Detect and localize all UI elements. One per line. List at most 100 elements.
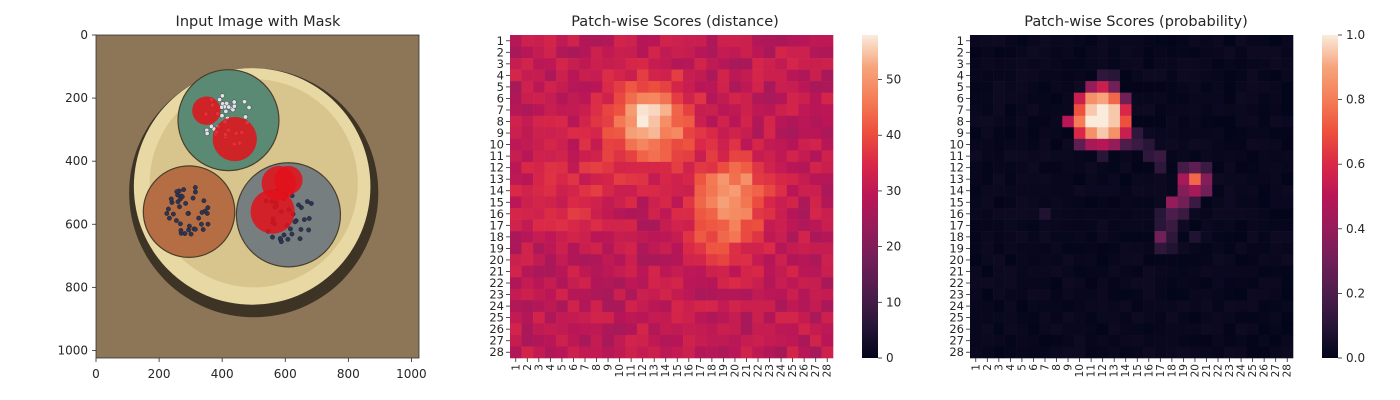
colorbar-tick-label: 0.4	[1346, 222, 1365, 236]
heatmap-cell	[579, 104, 592, 117]
heatmap-cell	[1062, 138, 1075, 151]
heatmap-cell	[544, 323, 557, 336]
heatmap-cell	[602, 323, 615, 336]
heatmap-cell	[1119, 46, 1132, 59]
heatmap-cell	[544, 127, 557, 140]
heatmap-cell	[740, 300, 753, 313]
heatmap-cell	[1223, 150, 1236, 163]
heatmap-cell	[579, 196, 592, 209]
heatmap-cell	[1235, 277, 1248, 290]
heatmap-cell	[659, 35, 672, 47]
heatmap-cell	[567, 254, 580, 267]
heatmap-cell	[636, 138, 649, 151]
heatmap-cell	[717, 277, 730, 290]
heatmap-cell	[1096, 115, 1109, 128]
heatmap-cell	[1269, 58, 1282, 70]
heatmap-cell	[590, 138, 603, 151]
heatmap-cell	[590, 265, 603, 278]
heatmap-cell	[636, 115, 649, 128]
heatmap-cell	[821, 104, 834, 117]
heatmap-cell	[694, 115, 707, 128]
heatmap-cell	[1119, 196, 1132, 209]
heatmap-cell	[636, 300, 649, 313]
heatmap-cell	[1143, 300, 1155, 313]
heatmap-cell	[993, 231, 1005, 243]
heatmap-cell	[717, 173, 730, 186]
heatmap-cell	[671, 219, 684, 232]
heatmap-cell	[1062, 69, 1075, 82]
heatmap-cell	[1131, 150, 1144, 163]
heatmap-cell	[579, 173, 592, 186]
heatmap-cell	[706, 81, 718, 93]
heatmap-cell	[1131, 35, 1144, 47]
heatmap-cell	[752, 254, 765, 267]
heatmap-cell	[809, 265, 822, 278]
heatmap-cell	[752, 196, 765, 209]
image-wire	[185, 211, 191, 216]
heatmap-cell	[1108, 92, 1121, 105]
heatmap-cell	[1269, 300, 1282, 313]
heatmap-cell	[1004, 92, 1017, 105]
heatmap-cell	[1119, 219, 1132, 232]
heatmap-cell	[1269, 184, 1282, 197]
heatmap-cell	[1212, 219, 1225, 232]
heatmap-cell	[1281, 161, 1294, 174]
heatmap-cell	[579, 346, 592, 359]
heatmap-cell	[993, 184, 1005, 197]
heatmap-cell	[671, 184, 684, 197]
heatmap-cell	[521, 346, 534, 359]
heatmap-cell	[544, 104, 557, 117]
heatmap-cell	[1269, 219, 1282, 232]
heatmap-cell	[798, 35, 811, 47]
heatmap-cell	[1281, 265, 1294, 278]
heatmap-cell	[533, 58, 545, 70]
heatmap-cell	[1177, 288, 1190, 301]
heatmap-cell	[533, 184, 545, 197]
heatmap-cell	[683, 173, 695, 186]
heatmap-cell	[1235, 138, 1248, 151]
heatmap-cell	[809, 254, 822, 267]
heatmap-cell	[809, 242, 822, 255]
heatmap-cell	[613, 196, 626, 209]
heatmap-cell	[1269, 150, 1282, 163]
heatmap-cell	[533, 323, 545, 336]
heatmap-cell	[981, 196, 994, 209]
heatmap-cell	[993, 334, 1005, 347]
heatmap-cell	[1246, 115, 1259, 128]
heatmap-cell	[1200, 323, 1213, 336]
heatmap-cell	[798, 231, 811, 243]
heatmap-cell	[970, 219, 982, 232]
heatmap-cell	[1235, 81, 1248, 93]
heatmap-cell	[1050, 115, 1063, 128]
heatmap-cell	[648, 184, 661, 197]
heatmap-cell	[1154, 58, 1167, 70]
image-mask-region	[250, 189, 295, 234]
heatmap-cell	[683, 104, 695, 117]
heatmap-cell	[981, 254, 994, 267]
heatmap-cell	[1177, 92, 1190, 105]
heatmap-cell	[1004, 196, 1017, 209]
heatmap-cell	[706, 104, 718, 117]
heatmap-cell	[510, 115, 522, 128]
heatmap-cell	[533, 242, 545, 255]
heatmap-cell	[1246, 219, 1259, 232]
heatmap-cell	[1085, 184, 1098, 197]
heatmap-cell	[763, 323, 776, 336]
heatmap-cell	[613, 288, 626, 301]
heatmap-cell	[613, 300, 626, 313]
heatmap-cell	[970, 69, 982, 82]
heatmap-cell	[1189, 104, 1202, 117]
panel1-x-axis: 0 200 400 600 800 1000	[92, 358, 427, 381]
heatmap-cell	[1269, 92, 1282, 105]
heatmap-cell	[1223, 104, 1236, 117]
heatmap-cell	[533, 150, 545, 163]
heatmap-cell	[1004, 300, 1017, 313]
heatmap-cell	[1096, 334, 1109, 347]
heatmap-cell	[579, 300, 592, 313]
heatmap-cell	[717, 288, 730, 301]
heatmap-cell	[775, 173, 788, 186]
heatmap-cell	[1119, 69, 1132, 82]
heatmap-cell	[1108, 311, 1121, 324]
heatmap-cell	[1154, 277, 1167, 290]
heatmap-cell	[1189, 173, 1202, 186]
